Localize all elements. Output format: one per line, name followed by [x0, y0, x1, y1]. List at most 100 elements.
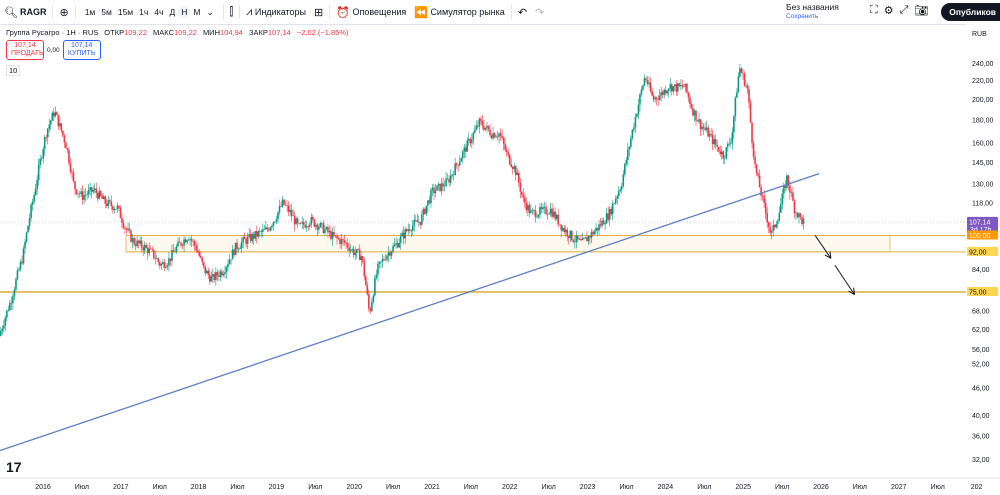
candle-body — [63, 135, 66, 143]
candle-body — [315, 224, 317, 227]
candle-body — [358, 249, 361, 260]
interval-0[interactable]: 1м — [84, 7, 96, 17]
indicators-button[interactable]: ⩘ Индикаторы — [242, 0, 310, 24]
candle-body — [154, 257, 157, 259]
candle-body — [642, 85, 644, 90]
candle-body — [324, 229, 326, 234]
candle-body — [502, 137, 505, 144]
templates-button[interactable]: ⊞ — [310, 0, 327, 24]
price-chart[interactable]: RUB 32,00 36,00 40,00 46,00 52,00 56,00 62,00 68… — [0, 24, 1000, 495]
candle-body — [673, 84, 676, 87]
candle-body — [555, 214, 558, 219]
candle-body — [381, 258, 384, 262]
interval-2[interactable]: 15м — [117, 7, 134, 17]
y-tick-label: 200,00 — [972, 97, 994, 104]
candle-body — [110, 201, 113, 207]
buy-button[interactable]: 107,14 КУПИТЬ — [62, 40, 101, 60]
candle-body — [159, 261, 161, 266]
top-toolbar: 🔍︎ RAGR ⊕ 1м 5м 15м 1ч 4ч Д Н М ⌄ ⫿ ⩘ Индикаторы… — [0, 0, 1000, 25]
candle-body — [405, 229, 408, 231]
candle-body — [42, 149, 45, 159]
indicators-icon: ⩘ — [246, 5, 253, 18]
candle-body — [517, 172, 520, 183]
symbol-search[interactable]: 🔍︎ RAGR — [0, 0, 50, 24]
candle-body — [751, 122, 753, 143]
candle-body — [431, 187, 434, 191]
undo-button[interactable]: ↶ — [514, 0, 531, 24]
candle-body — [383, 258, 385, 260]
candle-body — [124, 227, 126, 229]
y-tick-label: 118,00 — [972, 200, 993, 207]
candle-body — [464, 147, 467, 152]
candle-body — [789, 185, 791, 193]
candle-body — [242, 237, 244, 243]
candle-body — [696, 120, 699, 122]
candle-body — [723, 158, 726, 159]
candle-body — [522, 194, 525, 198]
candle-body — [101, 195, 104, 199]
interval-4[interactable]: 4ч — [154, 7, 164, 17]
candle-body — [68, 150, 70, 163]
candle-body — [292, 215, 294, 217]
arrow-head — [824, 254, 832, 259]
candle-body — [689, 97, 691, 105]
camera-icon[interactable]: 📷︎ — [914, 5, 929, 17]
interval-7[interactable]: М — [193, 7, 201, 17]
chart-type-button[interactable]: ⫿ — [226, 0, 238, 24]
publish-button[interactable]: Опубликов — [941, 3, 1000, 21]
candle-body — [148, 248, 151, 254]
layout-menu[interactable]: Без названия Сохранить — [786, 2, 839, 22]
candle-body — [134, 244, 137, 247]
candle-body — [428, 200, 431, 204]
candle-body — [637, 104, 640, 115]
candle-body — [514, 166, 517, 176]
candle-body — [337, 238, 340, 240]
candle-body — [69, 162, 72, 172]
redo-button[interactable]: ↷ — [531, 0, 548, 24]
replay-button[interactable]: ⏪ Симулятор рынка — [410, 0, 509, 24]
candle-body — [780, 204, 782, 213]
interval-5[interactable]: Д — [169, 7, 176, 17]
candle-body — [98, 191, 101, 199]
candle-body — [649, 82, 652, 92]
candle-body — [410, 230, 413, 232]
candle-body — [361, 256, 364, 262]
x-tick-label: 2021 — [424, 484, 440, 491]
price-label-bg — [967, 230, 998, 240]
candle-body — [772, 224, 775, 231]
interval-6[interactable]: Н — [178, 7, 191, 17]
y-tick-label: 52,00 — [972, 361, 990, 368]
y-tick-label: 84,00 — [972, 267, 990, 274]
candle-body — [451, 174, 453, 176]
candle-body — [801, 217, 803, 225]
x-tick-label: 2016 — [35, 484, 51, 491]
candle-body — [416, 220, 419, 223]
sell-button[interactable]: 107,14 ПРОДАТЬ — [6, 40, 44, 60]
candle-body — [445, 178, 447, 187]
alerts-button[interactable]: ⏰ Оповещения — [332, 0, 410, 24]
candle-body — [401, 232, 403, 237]
high-label: МАКС — [153, 28, 174, 37]
candle-body — [613, 203, 616, 204]
candle-body — [436, 185, 438, 191]
interval-1[interactable]: 5м — [101, 7, 112, 17]
settings-icon[interactable]: ⚙ — [883, 5, 894, 17]
fullscreen-toggle-icon[interactable]: ⤢ — [899, 4, 909, 16]
add-symbol-button[interactable]: ⊕ — [55, 0, 72, 24]
x-tick-label: 2020 — [346, 484, 362, 491]
candle-body — [86, 194, 88, 196]
candle-body — [655, 97, 658, 100]
candle-body — [310, 217, 313, 225]
interval-3[interactable]: 1ч — [139, 7, 149, 17]
candle-body — [366, 285, 369, 295]
chevron-down-icon[interactable]: ⌄ — [206, 6, 214, 17]
candle-body — [139, 240, 141, 244]
candle-body — [299, 223, 302, 224]
candle-body — [22, 248, 25, 264]
candles-icon: ⫿ — [229, 5, 234, 18]
low-label: МИН — [202, 28, 220, 37]
candle-body — [62, 130, 64, 136]
candle-body — [734, 97, 737, 117]
candle-body — [480, 118, 482, 121]
fullscreen-icon[interactable]: ⛶ — [870, 4, 878, 16]
